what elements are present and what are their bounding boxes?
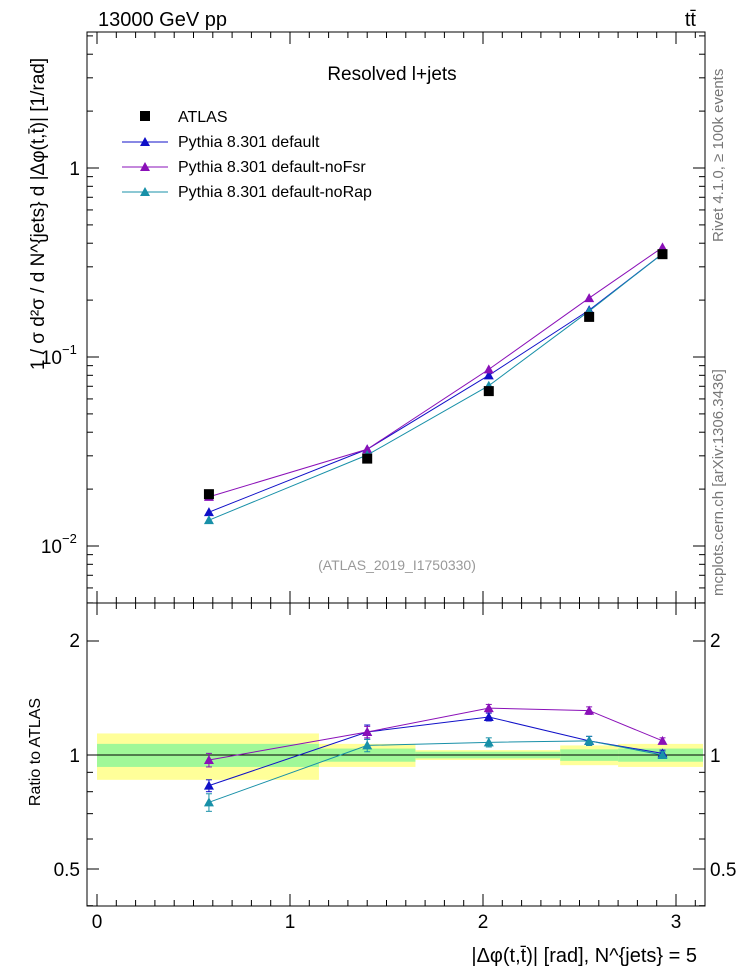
legend: ATLAS Pythia 8.301 default Pythia 8.301 … [122, 109, 372, 201]
legend-marker-series-0 [140, 137, 150, 146]
data-point-4 [657, 249, 668, 260]
series-point-1-4 [657, 242, 668, 252]
ratio-tick-labels: 2 1 0.5 2 1 0.5 [54, 631, 737, 881]
series-point-0-0 [203, 507, 214, 517]
ratio-point-2-3 [584, 735, 595, 745]
ratio-tick-label-0.5-left: 0.5 [54, 860, 80, 881]
legend-entry-series-0: Pythia 8.301 default [122, 134, 320, 151]
analysis-tag: (ATLAS_2019_I1750330) [318, 557, 476, 573]
series-point-1-2 [483, 364, 494, 374]
ratio-point-1-1 [362, 727, 373, 737]
series-point-1-1 [362, 444, 373, 454]
legend-marker-series-2 [140, 187, 150, 196]
y-tick-label-1: 1 [69, 159, 80, 180]
legend-marker-data [140, 111, 150, 121]
ratio-point-2-2 [483, 737, 494, 747]
ratio-point-2-4 [657, 750, 668, 759]
x-tick-label-3: 3 [671, 912, 682, 933]
series-point-1-3 [584, 293, 595, 303]
ratio-point-0-2 [483, 711, 494, 721]
ratio-point-0-0 [203, 780, 214, 790]
y-tick-label-0.01: 10 −2 [41, 531, 77, 558]
x-tick-label-2: 2 [478, 912, 489, 933]
source-label: mcplots.cern.ch [arXiv:1306.3436] [710, 369, 727, 596]
series-point-2-0 [203, 515, 214, 525]
y-tick-labels: 1 10 −1 10 −2 [41, 159, 80, 558]
ratio-point-2-0 [203, 797, 214, 807]
y-tick-label-0.1: 10 −1 [41, 342, 77, 369]
x-tick-label-0: 0 [92, 912, 103, 933]
ratio-tick-label-2-left: 2 [69, 631, 80, 652]
series-line-1 [208, 247, 663, 498]
ratio-tick-label-1-left: 1 [69, 746, 80, 767]
x-tick-label-1: 1 [285, 912, 296, 933]
y-axis-label-text: 1 / σ d²σ / d N^{jets} d |Δφ(t,t̄)| [1/r… [28, 58, 49, 370]
legend-label-series-2: Pythia 8.301 default-noRap [178, 184, 372, 201]
legend-label-series-0: Pythia 8.301 default [178, 134, 320, 151]
data-point-0 [203, 489, 214, 500]
y-tick-label-0.1-text: 10 [41, 348, 62, 369]
ratio-tick-label-0.5-right: 0.5 [710, 860, 736, 881]
ratio-tick-label-2-right: 2 [710, 631, 721, 652]
y-tick-label-0.1-exp: −1 [62, 342, 77, 357]
legend-marker-series-1 [140, 162, 150, 171]
y-axis-label: 1 / σ d²σ / d N^{jets} d |Δφ(t,t̄)| [1/r… [28, 58, 49, 370]
ratio-tick-label-1-right: 1 [710, 746, 721, 767]
chart-marks [87, 32, 705, 907]
series-line-2 [208, 253, 663, 521]
ratio-point-1-2 [483, 703, 494, 713]
rivet-label: Rivet 4.1.0, ≥ 100k events [710, 69, 727, 242]
data-point-1 [362, 453, 373, 464]
x-tick-labels: 0 1 2 3 [92, 912, 682, 933]
ratio-point-1-0 [203, 755, 214, 765]
ratio-point-1-4 [657, 735, 668, 745]
process-label: tt̄ [685, 9, 697, 31]
y-tick-label-0.01-text: 10 [41, 537, 62, 558]
data-point-3 [584, 311, 595, 322]
legend-entry-data: ATLAS [140, 109, 228, 126]
ratio-y-label: Ratio to ATLAS [27, 698, 44, 806]
series-line-0 [208, 253, 663, 513]
ratio-point-2-1 [362, 740, 373, 750]
series-point-0-2 [483, 370, 494, 380]
x-axis-label: |Δφ(t,t̄)| [rad], N^{jets} = 5 [471, 945, 697, 967]
ratio-point-1-3 [584, 705, 595, 715]
data-point-2 [483, 386, 494, 397]
y-tick-label-0.01-exp: −2 [62, 531, 77, 546]
legend-label-data: ATLAS [178, 109, 228, 126]
energy-label: 13000 GeV pp [98, 9, 227, 31]
legend-entry-series-1: Pythia 8.301 default-noFsr [122, 159, 366, 176]
chart-title: Resolved l+jets [327, 64, 456, 85]
legend-label-series-1: Pythia 8.301 default-noFsr [178, 159, 366, 176]
legend-entry-series-2: Pythia 8.301 default-noRap [122, 184, 372, 201]
